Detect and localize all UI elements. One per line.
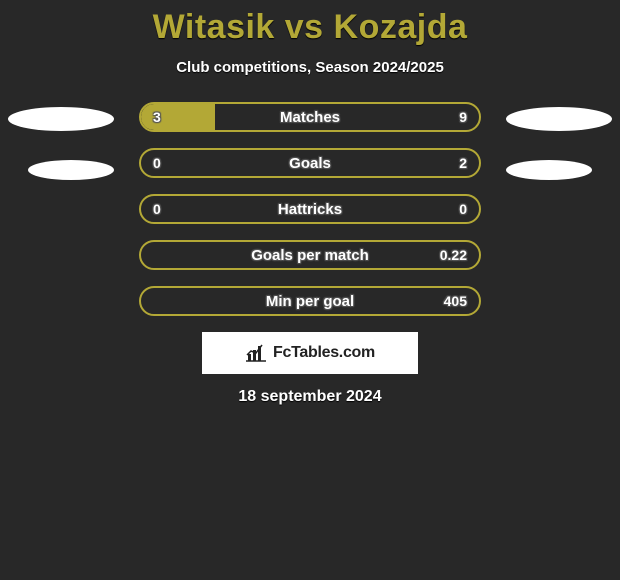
page-title: Witasik vs Kozajda: [0, 0, 620, 47]
stat-right-value: 0: [459, 196, 467, 222]
stat-label: Hattricks: [141, 196, 479, 222]
stat-label: Min per goal: [141, 288, 479, 314]
avatar-placeholder-left-top: [8, 107, 114, 131]
stat-label: Goals: [141, 150, 479, 176]
stat-left-value: 0: [153, 150, 161, 176]
stat-right-value: 2: [459, 150, 467, 176]
stat-bar-matches: 3 Matches 9: [139, 102, 481, 132]
stat-right-value: 9: [459, 104, 467, 130]
date-stamp: 18 september 2024: [0, 388, 620, 406]
stat-bar-fill-left: [141, 104, 215, 130]
brand-badge: FcTables.com: [202, 332, 418, 374]
stat-label: Goals per match: [141, 242, 479, 268]
stat-right-value: 0.22: [440, 242, 467, 268]
stat-left-value: 0: [153, 196, 161, 222]
stat-bar-goals: 0 Goals 2: [139, 148, 481, 178]
page-subtitle: Club competitions, Season 2024/2025: [0, 59, 620, 76]
avatar-placeholder-right-bottom: [506, 160, 592, 180]
brand-text: FcTables.com: [273, 344, 375, 362]
bar-chart-icon: [245, 344, 267, 362]
stat-bars: 3 Matches 9 0 Goals 2 0 Hattricks 0 Goal…: [139, 102, 481, 316]
avatar-placeholder-right-top: [506, 107, 612, 131]
stat-bar-min-per-goal: Min per goal 405: [139, 286, 481, 316]
stat-right-value: 405: [444, 288, 467, 314]
stat-bar-goals-per-match: Goals per match 0.22: [139, 240, 481, 270]
comparison-stage: 3 Matches 9 0 Goals 2 0 Hattricks 0 Goal…: [0, 102, 620, 406]
avatar-placeholder-left-bottom: [28, 160, 114, 180]
stat-bar-hattricks: 0 Hattricks 0: [139, 194, 481, 224]
